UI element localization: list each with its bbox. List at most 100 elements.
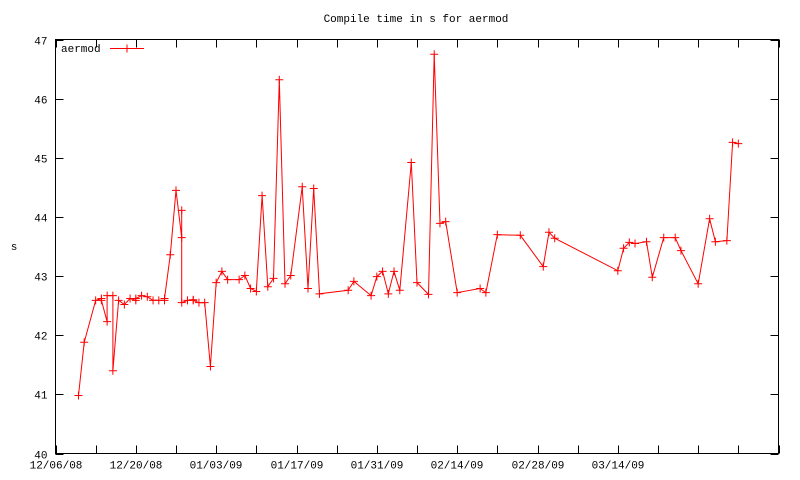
data-point xyxy=(166,250,175,259)
data-point xyxy=(160,294,169,303)
y-tick-label: 47 xyxy=(34,37,47,49)
data-point xyxy=(453,288,462,297)
data-point xyxy=(676,246,685,255)
data-point xyxy=(120,300,129,309)
data-point xyxy=(625,238,634,247)
data-point xyxy=(481,288,490,297)
data-point xyxy=(114,296,123,305)
data-point xyxy=(172,186,180,195)
data-point xyxy=(349,277,358,286)
y-axis: 40 41 42 43 44 45 46 47 xyxy=(34,37,779,463)
data-point xyxy=(671,233,680,242)
data-point xyxy=(235,275,244,284)
data-point xyxy=(550,234,559,243)
data-point xyxy=(631,239,640,248)
x-tick-label: 02/14/09 xyxy=(431,461,484,473)
data-point xyxy=(378,267,387,276)
data-point xyxy=(97,296,106,305)
series-line xyxy=(78,54,739,396)
data-point xyxy=(80,338,89,347)
x-axis: 12/06/08 12/20/08 01/03/09 01/17/09 01/31/09… xyxy=(30,39,780,473)
data-point xyxy=(143,292,152,301)
data-point xyxy=(722,236,731,245)
data-point xyxy=(705,214,714,223)
data-point xyxy=(269,274,278,283)
y-tick-label: 46 xyxy=(34,96,47,108)
data-point xyxy=(252,287,261,296)
data-point xyxy=(476,284,485,293)
x-tick-label: 03/14/09 xyxy=(592,461,645,473)
y-tick-label: 41 xyxy=(34,391,48,403)
data-point xyxy=(435,219,444,228)
x-tick-label: 02/28/09 xyxy=(512,461,565,473)
data-point xyxy=(694,279,703,288)
data-point xyxy=(544,228,553,237)
x-tick-label: 01/17/09 xyxy=(271,461,324,473)
data-point xyxy=(103,317,112,326)
data-point xyxy=(413,278,421,287)
data-point xyxy=(303,284,312,293)
data-point xyxy=(728,138,737,147)
data-point xyxy=(137,291,146,300)
data-point xyxy=(407,158,416,167)
data-point xyxy=(619,244,628,253)
data-point xyxy=(315,289,324,298)
data-point xyxy=(108,291,117,300)
data-point xyxy=(372,272,381,281)
data-point xyxy=(493,230,502,239)
data-point xyxy=(613,266,622,275)
y-axis-label: s xyxy=(11,242,18,254)
data-point xyxy=(424,290,433,299)
data-point xyxy=(711,237,720,246)
data-point xyxy=(200,298,209,307)
data-point xyxy=(177,206,186,215)
legend: aermod xyxy=(61,44,144,56)
y-tick-label: 45 xyxy=(34,155,47,167)
data-point xyxy=(344,286,353,295)
data-point xyxy=(286,271,295,280)
data-point xyxy=(206,362,215,371)
legend-label-aermod: aermod xyxy=(61,44,101,56)
data-point xyxy=(281,279,290,288)
data-point xyxy=(223,275,232,284)
data-point xyxy=(177,233,186,242)
data-point xyxy=(246,284,255,293)
x-tick-label: 12/20/08 xyxy=(110,461,163,473)
data-point xyxy=(298,182,307,191)
data-point xyxy=(539,262,548,271)
data-point xyxy=(430,50,439,59)
data-point xyxy=(263,282,272,291)
data-point xyxy=(367,291,376,300)
data-point xyxy=(648,273,657,282)
y-tick-label: 40 xyxy=(34,451,47,463)
data-point xyxy=(177,298,186,307)
data-point xyxy=(217,267,226,276)
x-tick-label: 12/06/08 xyxy=(30,461,83,473)
data-point xyxy=(131,294,140,303)
y-tick-label: 44 xyxy=(34,214,48,226)
plot-frame xyxy=(55,39,779,454)
data-point xyxy=(384,289,393,298)
legend-marker-plus xyxy=(123,44,131,53)
data-point xyxy=(309,184,318,193)
data-point xyxy=(642,237,651,246)
y-tick-label: 42 xyxy=(34,332,47,344)
data-point xyxy=(659,233,668,242)
y-tick-label: 43 xyxy=(34,273,47,285)
data-point xyxy=(395,286,404,295)
data-point xyxy=(258,191,267,200)
data-point xyxy=(441,217,450,226)
data-point xyxy=(189,296,198,305)
data-point xyxy=(108,366,117,375)
data-point xyxy=(390,267,399,276)
chart-title: Compile time in s for aermod xyxy=(324,14,509,26)
data-point xyxy=(275,75,284,84)
data-point xyxy=(240,271,249,280)
x-tick-label: 01/03/09 xyxy=(190,461,243,473)
x-tick-label: 01/31/09 xyxy=(351,461,404,473)
data-point xyxy=(734,139,743,148)
data-point xyxy=(212,278,221,287)
data-point xyxy=(74,391,83,400)
data-point xyxy=(516,231,525,240)
